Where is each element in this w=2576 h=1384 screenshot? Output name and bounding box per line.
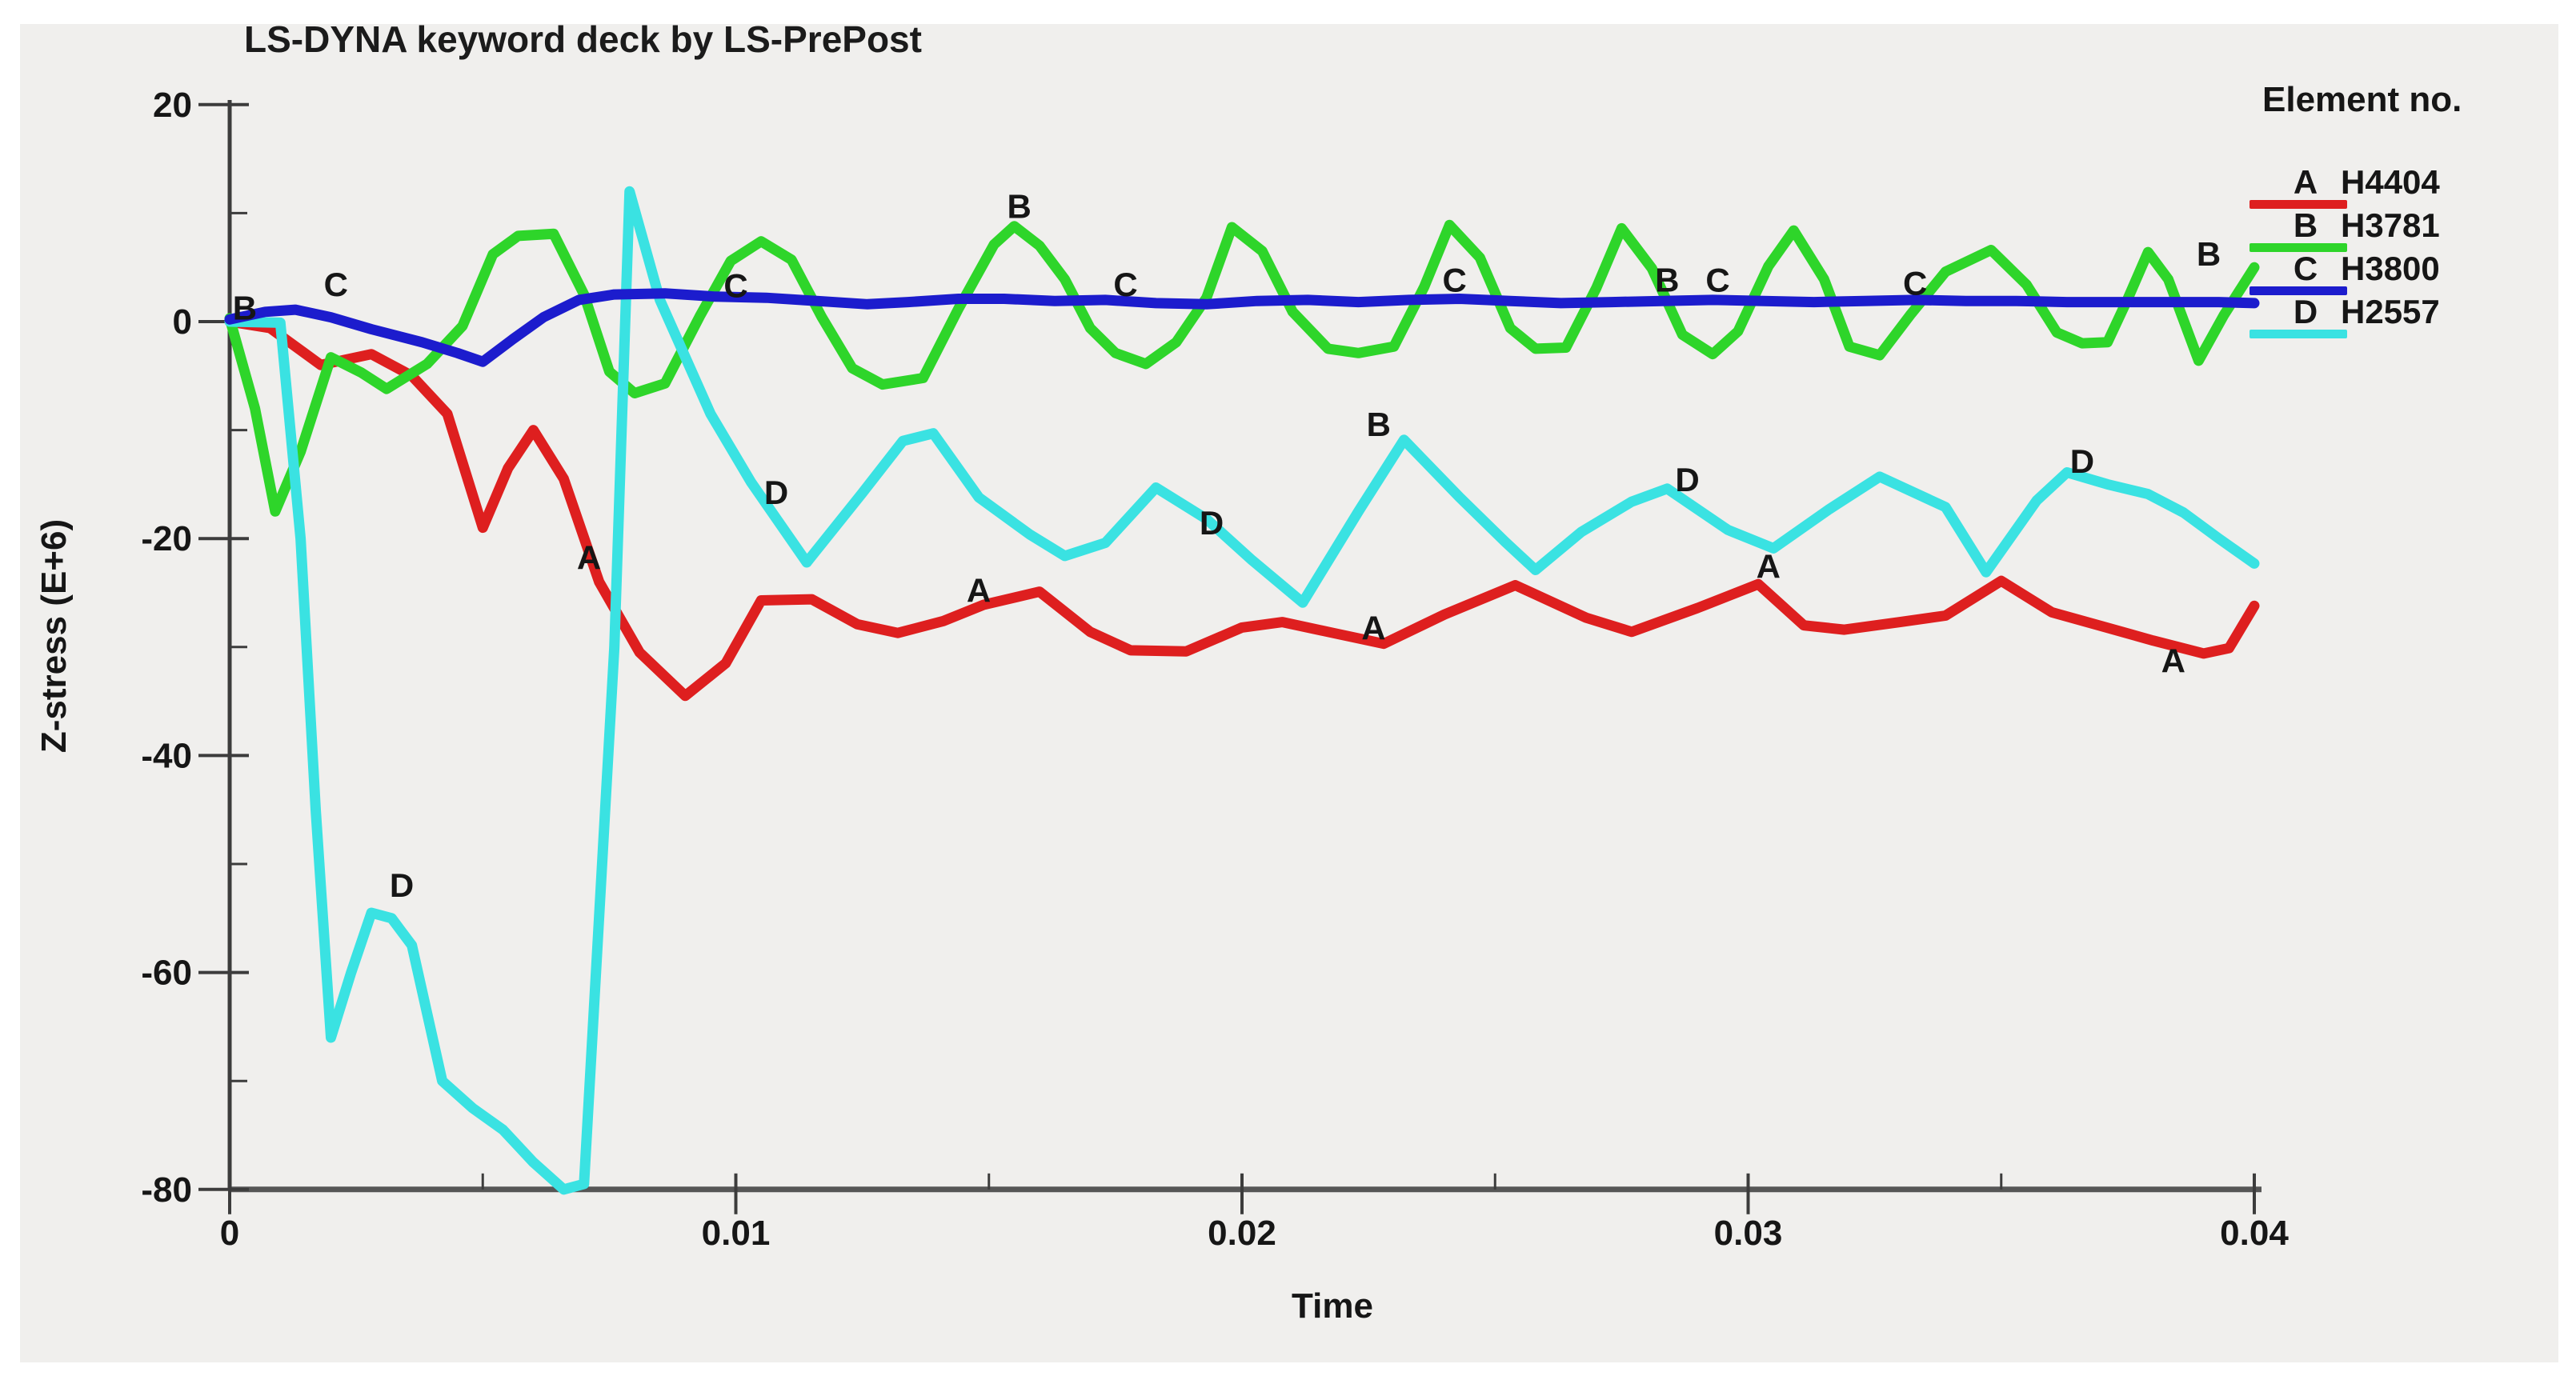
curve-label-A: A (1361, 610, 1385, 647)
x-tick-label: 0.04 (2220, 1214, 2289, 1253)
curve-label-B: B (1367, 406, 1391, 443)
series-line-B (224, 219, 2260, 517)
legend-letter: B (2293, 206, 2318, 244)
curve-label-D: D (1675, 461, 1699, 498)
x-tick-label: 0.01 (702, 1214, 771, 1253)
curve-label-D: D (764, 474, 788, 511)
curve-label-C: C (1705, 261, 1729, 298)
x-tick-label: 0.02 (1208, 1214, 1276, 1253)
curve-label-C: C (1903, 265, 1927, 302)
series-line-D (224, 186, 2260, 1195)
curve-label-D: D (1200, 504, 1224, 542)
curve-label-B: B (1655, 261, 1679, 298)
y-tick-label: -80 (141, 1170, 192, 1210)
legend-rows: A H4404 B H3781 C H3800 D H2557 (2245, 163, 2565, 339)
y-tick-label: 0 (173, 302, 192, 342)
legend-entry-name: H3781 (2341, 206, 2440, 244)
legend-entry-name: H4404 (2341, 163, 2440, 201)
x-tick-label: 0 (220, 1214, 239, 1253)
curve-label-C: C (1113, 266, 1137, 303)
legend: Element no. A H4404 B H3781 C H3800 D H2557 (2245, 80, 2565, 339)
curve-label-C: C (723, 266, 747, 304)
legend-item-A: A H4404 (2245, 163, 2565, 210)
legend-entry-name: H3800 (2341, 250, 2440, 287)
legend-item-D: D H2557 (2245, 293, 2565, 339)
y-tick-label: -40 (141, 736, 192, 775)
curve-label-D: D (2070, 442, 2094, 480)
y-tick-label: 20 (153, 86, 192, 125)
y-tick-label: -20 (141, 519, 192, 558)
legend-color-swatch (2249, 330, 2347, 338)
legend-item-B: B H3781 (2245, 206, 2565, 253)
x-tick-label: 0.03 (1714, 1214, 1783, 1253)
curve-label-A: A (1757, 547, 1781, 585)
legend-color-swatch (2249, 200, 2347, 209)
legend-letter: D (2293, 293, 2318, 330)
curve-label-A: A (967, 571, 991, 609)
legend-entry-name: H2557 (2341, 293, 2440, 330)
plot-canvas (20, 24, 2558, 1362)
curve-label-D: D (390, 866, 414, 904)
curve-label-A: A (577, 539, 601, 577)
curve-label-A: A (2161, 642, 2185, 679)
curve-label-C: C (1442, 261, 1466, 298)
x-axis-label: Time (1292, 1286, 1373, 1326)
legend-color-swatch (2249, 286, 2347, 295)
curve-label-C: C (324, 266, 348, 303)
legend-color-swatch (2249, 243, 2347, 252)
legend-letter: A (2293, 163, 2318, 201)
curve-label-B: B (233, 290, 257, 327)
legend-item-C: C H3800 (2245, 250, 2565, 296)
curve-label-B: B (1008, 187, 1032, 225)
curve-label-B: B (2197, 235, 2221, 273)
y-tick-label: -60 (141, 954, 192, 993)
series-line-A (224, 316, 2260, 702)
chart-title: LS-DYNA keyword deck by LS-PrePost (244, 18, 922, 60)
legend-letter: C (2293, 250, 2318, 287)
y-axis-label: Z-stress (E+6) (34, 518, 74, 754)
series-line-C (224, 288, 2260, 367)
legend-title: Element no. (2262, 80, 2462, 119)
